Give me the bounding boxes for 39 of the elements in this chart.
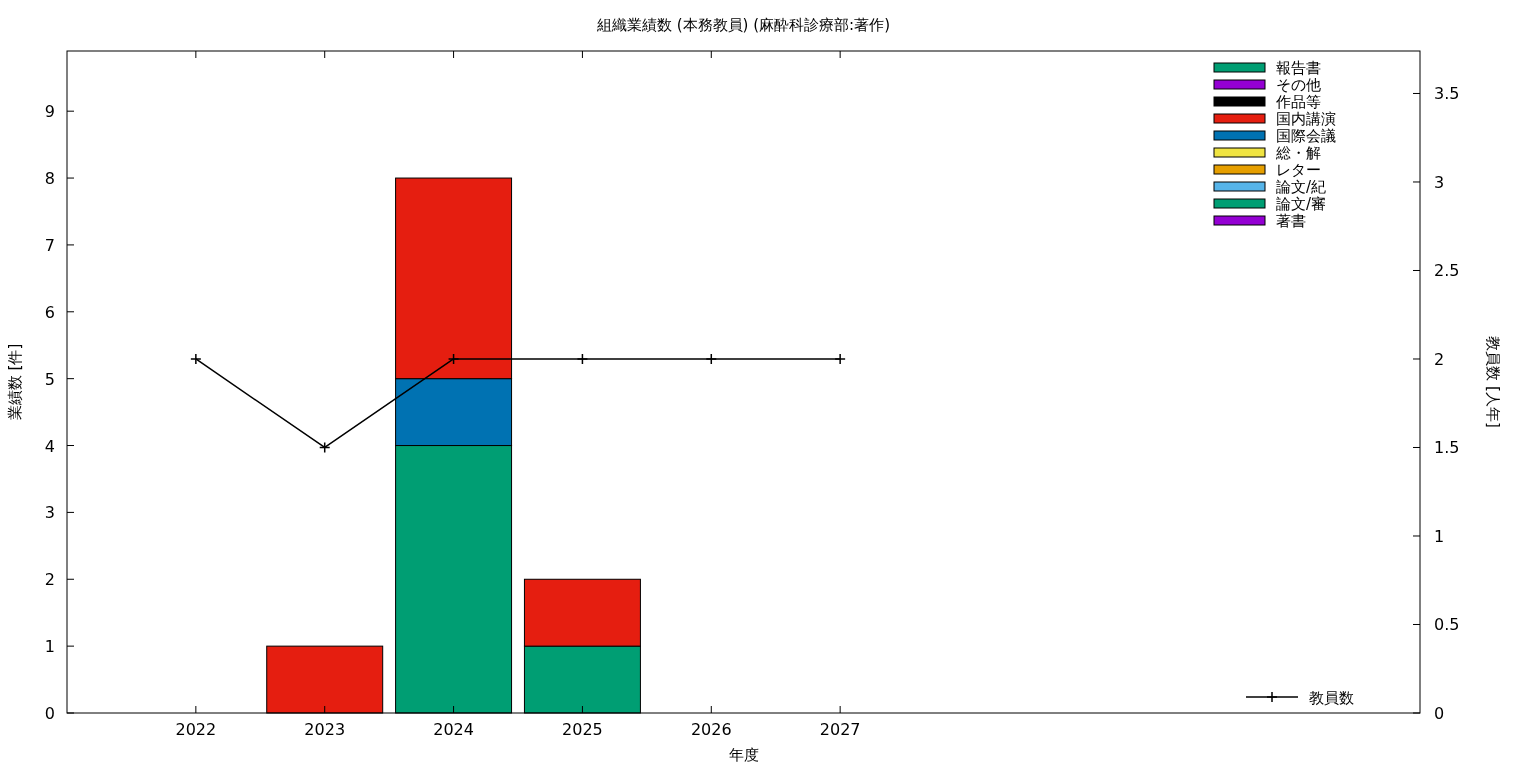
x-tick-label: 2026: [690, 720, 732, 739]
legend-label: 教員数: [1309, 689, 1354, 707]
y-tick-label: 2: [44, 570, 55, 590]
legend-label: 論文/紀: [1276, 178, 1327, 196]
x-tick-label: 2027: [819, 720, 861, 739]
legend-label: 総・解: [1275, 144, 1321, 162]
y2-tick-label: 0.5: [1434, 615, 1460, 635]
y-tick-label: 8: [44, 169, 55, 189]
legend-label: 報告書: [1276, 59, 1321, 77]
legend-label: 国際会議: [1276, 127, 1336, 145]
x-axis-title: 年度: [728, 746, 759, 764]
legend-label: 作品等: [1275, 93, 1321, 111]
x-tick-label: 2025: [562, 720, 603, 739]
y2-tick-label: 0: [1434, 704, 1445, 723]
y2-tick-label: 1: [1434, 526, 1445, 546]
x-tick-label: 2023: [304, 720, 346, 739]
chart-title: 組織業績数 (本務教員) (麻酔科診療部:著作): [596, 16, 890, 34]
legend-label: 論文/審: [1276, 195, 1327, 213]
y2-tick-label: 3: [1434, 172, 1445, 192]
y-tick-label: 0: [44, 704, 55, 723]
legend-label: その他: [1276, 76, 1321, 94]
legend-label: 国内講演: [1276, 110, 1336, 128]
y-axis-title: 業績数 [件]: [6, 343, 24, 421]
x-tick-label: 2022: [175, 720, 217, 739]
y2-tick-label: 2: [1434, 349, 1445, 369]
y-tick-label: 6: [44, 302, 55, 322]
y-tick-label: 4: [44, 436, 55, 456]
y-tick-label: 7: [44, 235, 55, 255]
y2-tick-label: 1.5: [1434, 438, 1460, 458]
y-tick-label: 1: [44, 637, 55, 657]
legend-label: 著書: [1276, 212, 1306, 230]
y-tick-label: 3: [44, 503, 55, 523]
x-tick-label: 2024: [433, 720, 474, 739]
y2-tick-label: 3.5: [1434, 84, 1460, 104]
y2-tick-label: 2.5: [1434, 261, 1460, 281]
y-tick-label: 5: [44, 369, 55, 389]
y-tick-label: 9: [44, 102, 55, 122]
y2-axis-title: 教員数 [人年]: [1484, 336, 1502, 428]
legend-label: レター: [1276, 161, 1321, 179]
